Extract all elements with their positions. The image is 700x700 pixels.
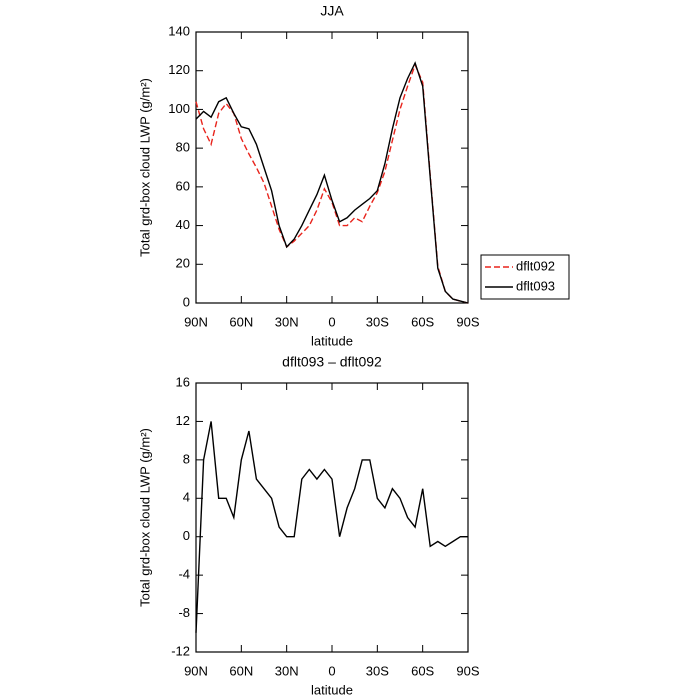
y-tick-label: -4	[178, 567, 190, 582]
y-tick-label: 8	[183, 451, 190, 466]
data-line	[195, 421, 468, 633]
y-tick-label: 0	[183, 528, 190, 543]
x-tick-label: 0	[328, 663, 335, 678]
y-tick-label: 140	[168, 23, 190, 38]
y-tick-label: -8	[178, 605, 190, 620]
x-tick-label: 90N	[184, 314, 208, 329]
y-tick-label: 40	[176, 217, 190, 232]
y-tick-label: 16	[176, 374, 190, 389]
x-tick-label: 60N	[229, 314, 253, 329]
plot-frame	[195, 382, 469, 653]
y-tick-label: 80	[176, 140, 190, 155]
data-line	[195, 61, 469, 304]
x-tick-label: 0	[328, 314, 335, 329]
x-tick-label: 30N	[275, 314, 299, 329]
y-tick-label: 12	[176, 413, 190, 428]
y-tick-label: -12	[171, 643, 190, 658]
x-tick-label: 90N	[184, 663, 208, 678]
x-tick-label: 60S	[411, 663, 434, 678]
chart-title: JJA	[320, 3, 344, 19]
x-tick-label: 30N	[275, 663, 299, 678]
plot-frame	[195, 31, 469, 304]
y-tick-label: 0	[183, 294, 190, 309]
legend-box	[480, 254, 570, 300]
data-line	[195, 62, 469, 304]
x-tick-label: 90S	[456, 314, 479, 329]
chart-title: dflt093 – dflt092	[282, 354, 382, 370]
x-axis-label: latitude	[311, 333, 353, 348]
y-axis-label: Total grd-box cloud LWP (g/m²)	[137, 78, 152, 257]
y-tick-label: 60	[176, 178, 190, 193]
legend-label: dflt093	[516, 278, 555, 293]
x-tick-label: 90S	[456, 663, 479, 678]
x-tick-label: 60S	[411, 314, 434, 329]
y-tick-label: 100	[168, 101, 190, 116]
y-tick-label: 20	[176, 256, 190, 271]
y-tick-label: 120	[168, 62, 190, 77]
x-tick-label: 30S	[366, 314, 389, 329]
y-axis-label: Total grd-box cloud LWP (g/m²)	[137, 428, 152, 607]
x-axis-label: latitude	[311, 682, 353, 697]
x-tick-label: 30S	[366, 663, 389, 678]
legend-label: dflt092	[516, 258, 555, 273]
y-tick-label: 4	[183, 490, 190, 505]
x-tick-label: 60N	[229, 663, 253, 678]
